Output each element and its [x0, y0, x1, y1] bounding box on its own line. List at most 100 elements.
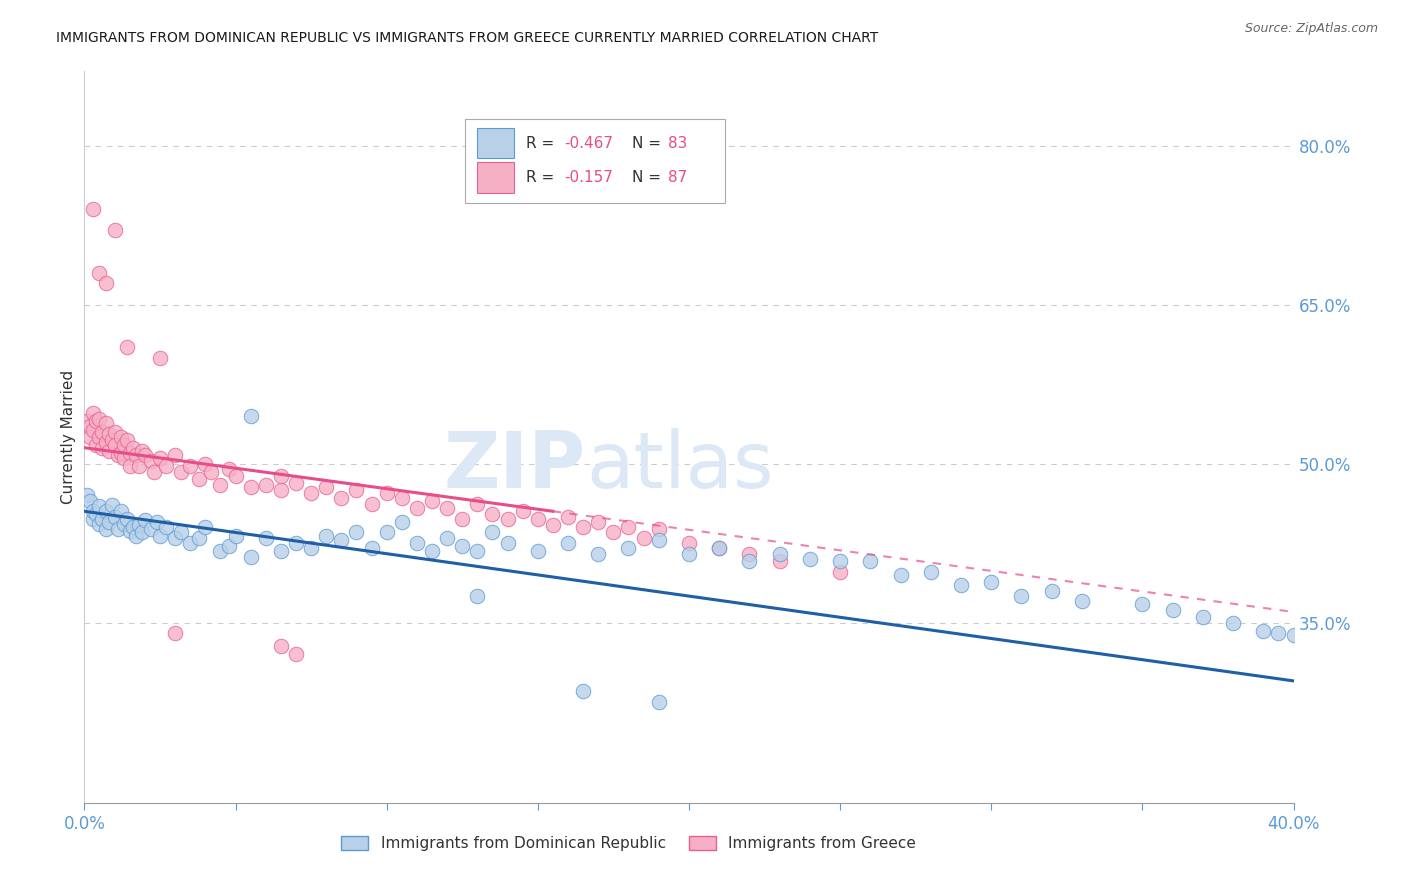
Point: [89, 412, 111, 426]
Point: [738, 554, 761, 568]
Point: [188, 531, 211, 545]
Point: [89, 499, 111, 513]
Point: [451, 539, 474, 553]
Point: [375, 486, 398, 500]
Point: [648, 533, 671, 547]
Point: [134, 513, 156, 527]
Point: [121, 441, 143, 455]
Point: [920, 565, 942, 579]
Text: IMMIGRANTS FROM DOMINICAN REPUBLIC VS IMMIGRANTS FROM GREECE CURRENTLY MARRIED C: IMMIGRANTS FROM DOMINICAN REPUBLIC VS IM…: [56, 31, 879, 45]
Point: [179, 458, 201, 473]
Point: [496, 512, 519, 526]
Point: [285, 648, 308, 662]
Point: [360, 497, 382, 511]
Point: [200, 465, 222, 479]
Point: [121, 520, 143, 534]
Point: [139, 454, 162, 468]
Point: [270, 639, 292, 653]
Text: R =: R =: [526, 136, 558, 151]
Point: [194, 457, 217, 471]
Point: [100, 434, 122, 448]
Point: [270, 543, 292, 558]
Point: [890, 567, 912, 582]
Point: [146, 515, 169, 529]
Point: [648, 522, 671, 536]
Point: [165, 531, 187, 545]
Point: [179, 536, 201, 550]
Point: [131, 443, 153, 458]
Point: [89, 516, 111, 531]
Point: [82, 406, 104, 420]
Text: N =: N =: [633, 169, 666, 185]
Point: [588, 515, 610, 529]
Point: [89, 266, 111, 280]
Point: [557, 509, 579, 524]
Point: [97, 426, 120, 441]
Point: [709, 541, 731, 556]
Point: [1267, 626, 1289, 640]
Point: [481, 508, 503, 522]
Point: [107, 522, 129, 536]
Point: [633, 531, 655, 545]
Point: [155, 520, 177, 534]
Point: [602, 525, 624, 540]
Point: [360, 541, 382, 556]
Point: [86, 508, 108, 522]
Point: [254, 477, 277, 491]
Text: 83: 83: [668, 136, 688, 151]
Point: [541, 518, 564, 533]
Point: [115, 512, 138, 526]
Point: [79, 419, 101, 434]
Point: [170, 465, 193, 479]
Point: [709, 541, 731, 556]
Point: [678, 536, 700, 550]
Point: [76, 414, 98, 428]
Point: [94, 504, 117, 518]
Point: [799, 552, 821, 566]
Point: [91, 425, 114, 439]
Point: [209, 477, 232, 491]
Point: [112, 451, 135, 466]
Point: [648, 695, 671, 709]
Point: [436, 501, 458, 516]
Point: [254, 531, 277, 545]
Point: [467, 543, 489, 558]
Text: -0.467: -0.467: [564, 136, 613, 151]
Point: [131, 525, 153, 540]
Point: [1011, 589, 1033, 603]
Point: [346, 525, 368, 540]
Point: [436, 531, 458, 545]
Point: [128, 518, 150, 533]
Point: [496, 536, 519, 550]
Point: [115, 434, 138, 448]
Point: [420, 543, 443, 558]
Point: [94, 522, 117, 536]
Point: [950, 578, 973, 592]
Point: [225, 529, 247, 543]
Point: [481, 525, 503, 540]
Point: [451, 512, 474, 526]
Point: [89, 430, 111, 444]
Point: [125, 448, 148, 462]
Point: [170, 525, 193, 540]
Point: [678, 547, 700, 561]
Point: [100, 498, 122, 512]
Point: [218, 462, 240, 476]
Point: [118, 446, 141, 460]
Text: Source: ZipAtlas.com: Source: ZipAtlas.com: [1244, 22, 1378, 36]
Point: [194, 520, 217, 534]
Point: [125, 529, 148, 543]
Point: [420, 493, 443, 508]
Point: [155, 458, 177, 473]
Point: [512, 504, 534, 518]
Point: [572, 684, 595, 698]
Point: [134, 448, 156, 462]
Point: [270, 483, 292, 497]
Point: [112, 437, 135, 451]
Bar: [478, 128, 513, 159]
Point: [82, 423, 104, 437]
Point: [285, 536, 308, 550]
Point: [94, 435, 117, 450]
Point: [769, 547, 792, 561]
Point: [315, 480, 337, 494]
